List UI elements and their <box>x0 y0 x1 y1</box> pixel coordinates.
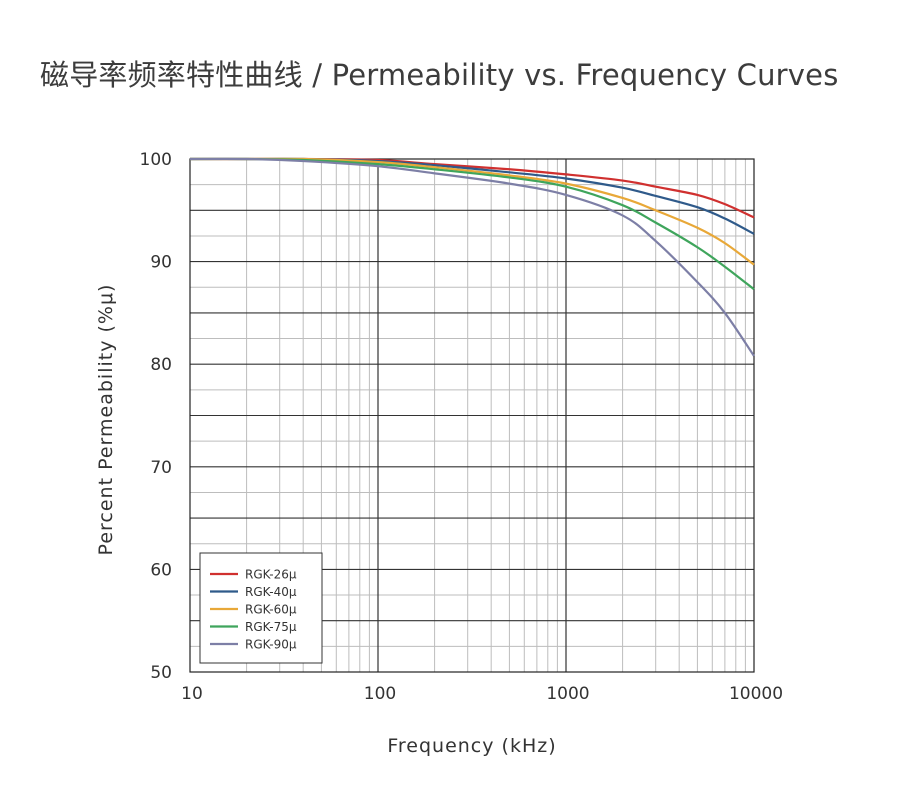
y-tick-label: 100 <box>140 150 172 170</box>
chart-title: 磁导率频率特性曲线 / Permeability vs. Frequency C… <box>40 58 839 92</box>
y-axis-title: Percent Permeability (%μ) <box>95 284 117 556</box>
y-tick-label: 80 <box>150 355 172 375</box>
y-tick-label: 50 <box>150 663 172 683</box>
legend-label: RGK-26μ <box>245 568 297 582</box>
legend-label: RGK-90μ <box>245 638 297 652</box>
plot-frame <box>189 158 755 673</box>
series-line-5 <box>189 157 755 357</box>
x-tick-label: 100 <box>364 684 396 704</box>
y-tick-labels: 50 60 70 80 90 100 <box>140 150 172 683</box>
y-tick-label: 70 <box>150 458 172 478</box>
legend-label: RGK-75μ <box>245 620 297 634</box>
legend: RGK-26μ RGK-40μ RGK-60μ RGK-75μ RGK-90μ <box>199 552 323 664</box>
y-tick-label: 60 <box>150 560 172 580</box>
x-tick-labels: 10 100 1000 10000 <box>181 684 783 704</box>
x-tick-label: 1000 <box>546 684 589 704</box>
x-tick-label: 10000 <box>729 684 783 704</box>
series-layer <box>189 157 755 357</box>
legend-label: RGK-40μ <box>245 585 297 599</box>
x-axis-title: Frequency (kHz) <box>387 735 556 757</box>
legend-label: RGK-60μ <box>245 603 297 617</box>
series-line-3 <box>190 157 755 266</box>
x-tick-label: 10 <box>181 684 203 704</box>
y-tick-label: 90 <box>150 253 172 273</box>
